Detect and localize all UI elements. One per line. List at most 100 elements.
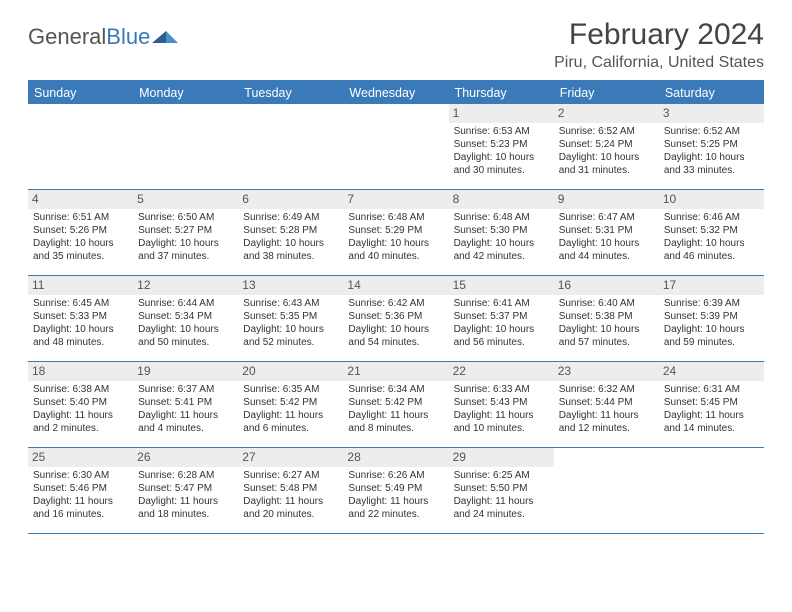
sunset-text: Sunset: 5:25 PM (664, 139, 759, 152)
weekday-label: Sunday (28, 82, 133, 104)
daylight-text: Daylight: 10 hours (243, 238, 338, 251)
daylight-text: Daylight: 11 hours (348, 496, 443, 509)
daylight-text: Daylight: 10 hours (138, 238, 233, 251)
calendar-cell: 10Sunrise: 6:46 AMSunset: 5:32 PMDayligh… (659, 190, 764, 276)
daylight-text: and 20 minutes. (243, 509, 338, 522)
logo-mark-icon (152, 23, 178, 49)
daylight-text: Daylight: 10 hours (559, 324, 654, 337)
daylight-text: Daylight: 10 hours (33, 238, 128, 251)
calendar-cell: 8Sunrise: 6:48 AMSunset: 5:30 PMDaylight… (449, 190, 554, 276)
sunset-text: Sunset: 5:29 PM (348, 225, 443, 238)
day-number: 28 (343, 448, 448, 467)
page-title: February 2024 (554, 18, 764, 52)
sunrise-text: Sunrise: 6:52 AM (559, 126, 654, 139)
calendar: SundayMondayTuesdayWednesdayThursdayFrid… (28, 80, 764, 534)
sunrise-text: Sunrise: 6:53 AM (454, 126, 549, 139)
daylight-text: Daylight: 10 hours (454, 152, 549, 165)
sunset-text: Sunset: 5:46 PM (33, 483, 128, 496)
daylight-text: and 40 minutes. (348, 251, 443, 264)
weekday-label: Tuesday (238, 82, 343, 104)
day-number: 6 (238, 190, 343, 209)
sunrise-text: Sunrise: 6:33 AM (454, 384, 549, 397)
sunrise-text: Sunrise: 6:37 AM (138, 384, 233, 397)
day-number: 24 (659, 362, 764, 381)
day-number: 27 (238, 448, 343, 467)
sunrise-text: Sunrise: 6:47 AM (559, 212, 654, 225)
logo: GeneralBlue (28, 24, 178, 50)
calendar-cell: 3Sunrise: 6:52 AMSunset: 5:25 PMDaylight… (659, 104, 764, 190)
daylight-text: Daylight: 10 hours (559, 238, 654, 251)
day-number: 23 (554, 362, 659, 381)
calendar-week: 11Sunrise: 6:45 AMSunset: 5:33 PMDayligh… (28, 276, 764, 362)
daylight-text: Daylight: 11 hours (664, 410, 759, 423)
daylight-text: and 10 minutes. (454, 423, 549, 436)
calendar-cell: 27Sunrise: 6:27 AMSunset: 5:48 PMDayligh… (238, 448, 343, 534)
day-number: 1 (449, 104, 554, 123)
day-number: 3 (659, 104, 764, 123)
daylight-text: and 6 minutes. (243, 423, 338, 436)
logo-text-1: General (28, 24, 106, 50)
sunset-text: Sunset: 5:38 PM (559, 311, 654, 324)
calendar-cell: 20Sunrise: 6:35 AMSunset: 5:42 PMDayligh… (238, 362, 343, 448)
day-number: 9 (554, 190, 659, 209)
sunset-text: Sunset: 5:47 PM (138, 483, 233, 496)
weekday-label: Friday (554, 82, 659, 104)
daylight-text: and 33 minutes. (664, 165, 759, 178)
daylight-text: and 59 minutes. (664, 337, 759, 350)
sunrise-text: Sunrise: 6:35 AM (243, 384, 338, 397)
sunset-text: Sunset: 5:50 PM (454, 483, 549, 496)
sunrise-text: Sunrise: 6:38 AM (33, 384, 128, 397)
sunrise-text: Sunrise: 6:42 AM (348, 298, 443, 311)
day-number: 20 (238, 362, 343, 381)
calendar-cell: 21Sunrise: 6:34 AMSunset: 5:42 PMDayligh… (343, 362, 448, 448)
day-number: 16 (554, 276, 659, 295)
calendar-cell-empty (554, 448, 659, 534)
daylight-text: and 50 minutes. (138, 337, 233, 350)
calendar-cell: 11Sunrise: 6:45 AMSunset: 5:33 PMDayligh… (28, 276, 133, 362)
calendar-cell-empty (238, 104, 343, 190)
page-subtitle: Piru, California, United States (554, 54, 764, 72)
sunrise-text: Sunrise: 6:46 AM (664, 212, 759, 225)
sunset-text: Sunset: 5:40 PM (33, 397, 128, 410)
daylight-text: Daylight: 11 hours (138, 410, 233, 423)
daylight-text: Daylight: 10 hours (454, 238, 549, 251)
calendar-cell: 22 Sunrise: 6:33 AMSunset: 5:43 PMDayligh… (449, 362, 554, 448)
sunset-text: Sunset: 5:39 PM (664, 311, 759, 324)
calendar-cell: 24Sunrise: 6:31 AMSunset: 5:45 PMDayligh… (659, 362, 764, 448)
calendar-cell: 9Sunrise: 6:47 AMSunset: 5:31 PMDaylight… (554, 190, 659, 276)
sunrise-text: Sunrise: 6:40 AM (559, 298, 654, 311)
day-number: 11 (28, 276, 133, 295)
calendar-cell: 5Sunrise: 6:50 AMSunset: 5:27 PMDaylight… (133, 190, 238, 276)
daylight-text: and 31 minutes. (559, 165, 654, 178)
daylight-text: Daylight: 10 hours (454, 324, 549, 337)
sunrise-text: Sunrise: 6:26 AM (348, 470, 443, 483)
day-number: 29 (449, 448, 554, 467)
day-number: 22 (449, 362, 554, 381)
calendar-cell: 12Sunrise: 6:44 AMSunset: 5:34 PMDayligh… (133, 276, 238, 362)
daylight-text: Daylight: 10 hours (138, 324, 233, 337)
sunrise-text: Sunrise: 6:34 AM (348, 384, 443, 397)
day-number: 26 (133, 448, 238, 467)
sunset-text: Sunset: 5:35 PM (243, 311, 338, 324)
sunset-text: Sunset: 5:26 PM (33, 225, 128, 238)
daylight-text: Daylight: 11 hours (454, 410, 549, 423)
daylight-text: Daylight: 11 hours (138, 496, 233, 509)
calendar-cell: 15Sunrise: 6:41 AMSunset: 5:37 PMDayligh… (449, 276, 554, 362)
day-number: 17 (659, 276, 764, 295)
calendar-week: 18Sunrise: 6:38 AMSunset: 5:40 PMDayligh… (28, 362, 764, 448)
sunrise-text: Sunrise: 6:48 AM (348, 212, 443, 225)
daylight-text: Daylight: 10 hours (559, 152, 654, 165)
sunrise-text: Sunrise: 6:39 AM (664, 298, 759, 311)
sunset-text: Sunset: 5:43 PM (454, 397, 549, 410)
daylight-text: and 14 minutes. (664, 423, 759, 436)
sunset-text: Sunset: 5:28 PM (243, 225, 338, 238)
sunrise-text: Sunrise: 6:30 AM (33, 470, 128, 483)
day-number: 8 (449, 190, 554, 209)
sunrise-text: Sunrise: 6:41 AM (454, 298, 549, 311)
daylight-text: Daylight: 10 hours (348, 324, 443, 337)
daylight-text: Daylight: 10 hours (664, 238, 759, 251)
daylight-text: and 35 minutes. (33, 251, 128, 264)
daylight-text: and 38 minutes. (243, 251, 338, 264)
daylight-text: Daylight: 10 hours (33, 324, 128, 337)
sunset-text: Sunset: 5:30 PM (454, 225, 549, 238)
